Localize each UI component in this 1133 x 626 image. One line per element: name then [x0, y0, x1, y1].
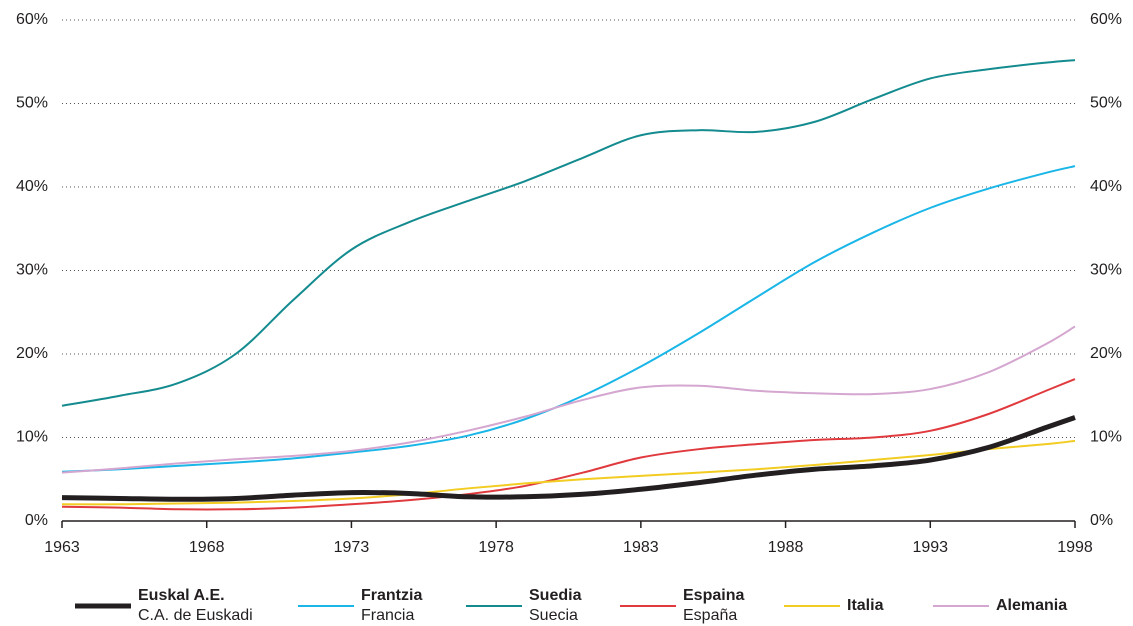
y-tick-label: 50%: [16, 95, 48, 112]
x-tick-label: 1973: [334, 539, 370, 556]
y-tick-label: 20%: [16, 345, 48, 362]
legend-sublabel: Suecia: [529, 607, 578, 624]
y2-tick-label: 40%: [1090, 178, 1122, 195]
legend-label: Alemania: [996, 597, 1067, 614]
line: [61, 325, 1076, 474]
y2-tick-label: 10%: [1090, 429, 1122, 446]
x-tick-label: 1983: [623, 539, 659, 556]
y-tick-label: 60%: [16, 11, 48, 28]
legend-label: Italia: [847, 597, 884, 614]
y2-tick-label: 20%: [1090, 345, 1122, 362]
x-tick-label: 1963: [44, 539, 80, 556]
y2-tick-label: 30%: [1090, 262, 1122, 279]
y2-tick-label: 50%: [1090, 95, 1122, 112]
x-tick-label: 1978: [478, 539, 514, 556]
legend-sublabel: C.A. de Euskadi: [138, 607, 253, 624]
x-tick-label: 1968: [189, 539, 225, 556]
x-tick-label: 1993: [912, 539, 948, 556]
legend-sublabel: Francia: [361, 607, 414, 624]
legend-label: Espaina: [683, 587, 744, 604]
x-tick-label: 1988: [768, 539, 804, 556]
y2-tick-label: 0%: [1090, 512, 1113, 529]
legend-sublabel: España: [683, 607, 737, 624]
legend-label: Frantzia: [361, 587, 422, 604]
y-tick-label: 30%: [16, 262, 48, 279]
y-tick-label: 40%: [16, 178, 48, 195]
line: [61, 59, 1076, 407]
line: [61, 415, 1076, 502]
y-tick-label: 10%: [16, 429, 48, 446]
line: [61, 439, 1076, 506]
x-tick-label: 1998: [1057, 539, 1093, 556]
legend-label: Suedia: [529, 587, 582, 604]
legend-label: Euskal A.E.: [138, 587, 225, 604]
line: [61, 378, 1076, 511]
y-tick-label: 0%: [25, 512, 48, 529]
y2-tick-label: 60%: [1090, 11, 1122, 28]
line: [61, 165, 1076, 473]
